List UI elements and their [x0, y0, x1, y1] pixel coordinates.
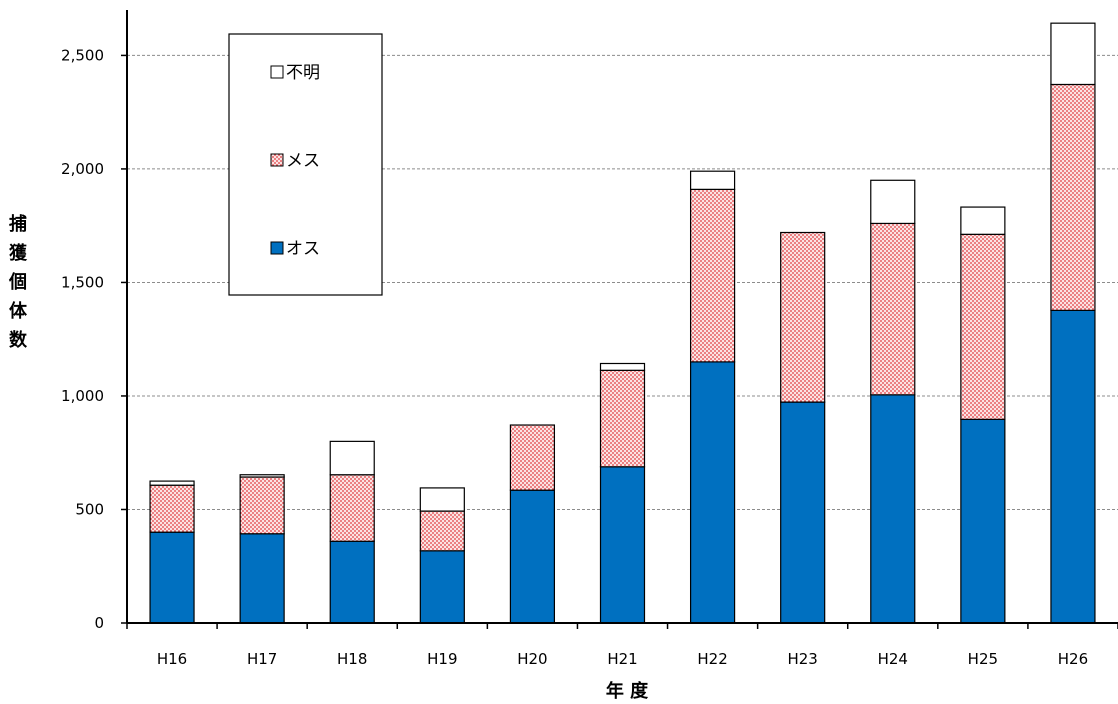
y-axis-title-char: 捕 [9, 213, 27, 235]
bars [149, 22, 1096, 624]
x-tick-label: H24 [878, 650, 908, 668]
bar-segment-H17-不明 [239, 474, 285, 478]
bar-segment-H24-オス [870, 394, 916, 624]
bar-segment-H23-メス [780, 231, 826, 403]
y-axis-title: 捕獲個体数 [8, 213, 28, 351]
bar-segment-H26-オス [1050, 309, 1096, 624]
bar-segment-H21-メス [599, 369, 646, 468]
x-axis-title: 年 度 [606, 680, 649, 702]
bar-segment-H16-メス [149, 484, 195, 533]
bar-segment-H24-メス [870, 222, 916, 396]
legend-swatch-オス [270, 241, 284, 255]
y-axis-title-char: 体 [9, 300, 28, 322]
bar-segment-H26-不明 [1050, 22, 1096, 86]
legend-box [228, 33, 383, 296]
x-tick-label: H16 [157, 650, 187, 668]
x-tick-labels: H16 H17 H18 H19 H20 H21 H22 H23 H24 H25 H26 [157, 650, 1088, 668]
y-tick-label: 2,000 [61, 160, 104, 178]
bar-segment-H19-メス [419, 510, 465, 552]
bar-segment-H25-メス [960, 233, 1006, 420]
bar-segment-H16-オス [149, 531, 195, 624]
legend-swatch-不明 [270, 65, 284, 79]
bar-segment-H21-不明 [599, 362, 646, 371]
bar-segment-H18-オス [329, 540, 375, 624]
bar-segment-H25-オス [960, 418, 1006, 624]
legend-swatch-メス [270, 153, 284, 167]
bar-segment-H17-オス [239, 533, 285, 624]
x-tick-label: H22 [697, 650, 727, 668]
bar-segment-H24-不明 [870, 179, 916, 225]
legend-label-メス: メス [286, 151, 320, 171]
bar-segment-H22-オス [689, 361, 736, 624]
x-tick-label: H21 [607, 650, 637, 668]
bar-segment-H19-不明 [419, 487, 465, 512]
y-axis-title-char: 獲 [9, 243, 28, 264]
bar-segment-H25-不明 [960, 206, 1006, 235]
x-tick-label: H20 [517, 650, 547, 668]
y-tick-labels: 0 500 1,000 1,500 2,000 2,500 [61, 46, 104, 632]
bar-segment-H23-オス [780, 401, 826, 624]
bar-segment-H18-不明 [329, 440, 375, 476]
bar-segment-H19-オス [419, 550, 465, 624]
bar-segment-H20-メス [509, 424, 556, 491]
bar-segment-H18-メス [329, 474, 375, 542]
axes [121, 10, 1118, 629]
y-tick-label: 1,500 [61, 273, 104, 291]
y-tick-label: 500 [75, 500, 104, 518]
y-tick-label: 0 [94, 614, 104, 632]
bar-segment-H22-メス [689, 188, 736, 363]
legend-label-不明: 不明 [286, 63, 320, 83]
bar-segment-H22-不明 [689, 170, 736, 190]
x-tick-label: H25 [968, 650, 998, 668]
bar-segment-H26-メス [1050, 83, 1096, 311]
bar-segment-H21-オス [599, 466, 646, 624]
y-axis-title-char: 数 [9, 329, 28, 351]
bar-segment-H16-不明 [149, 480, 195, 486]
y-tick-label: 2,500 [61, 46, 104, 64]
bar-segment-H17-メス [239, 476, 285, 535]
x-tick-label: H23 [787, 650, 817, 668]
x-tick-label: H19 [427, 650, 457, 668]
x-tick-label: H18 [337, 650, 367, 668]
y-axis-title-char: 個 [8, 272, 27, 293]
legend-label-オス: オス [286, 239, 320, 259]
bar-segment-H20-オス [509, 489, 556, 624]
x-tick-label: H26 [1058, 650, 1088, 668]
y-tick-label: 1,000 [61, 387, 104, 405]
x-tick-label: H17 [247, 650, 277, 668]
